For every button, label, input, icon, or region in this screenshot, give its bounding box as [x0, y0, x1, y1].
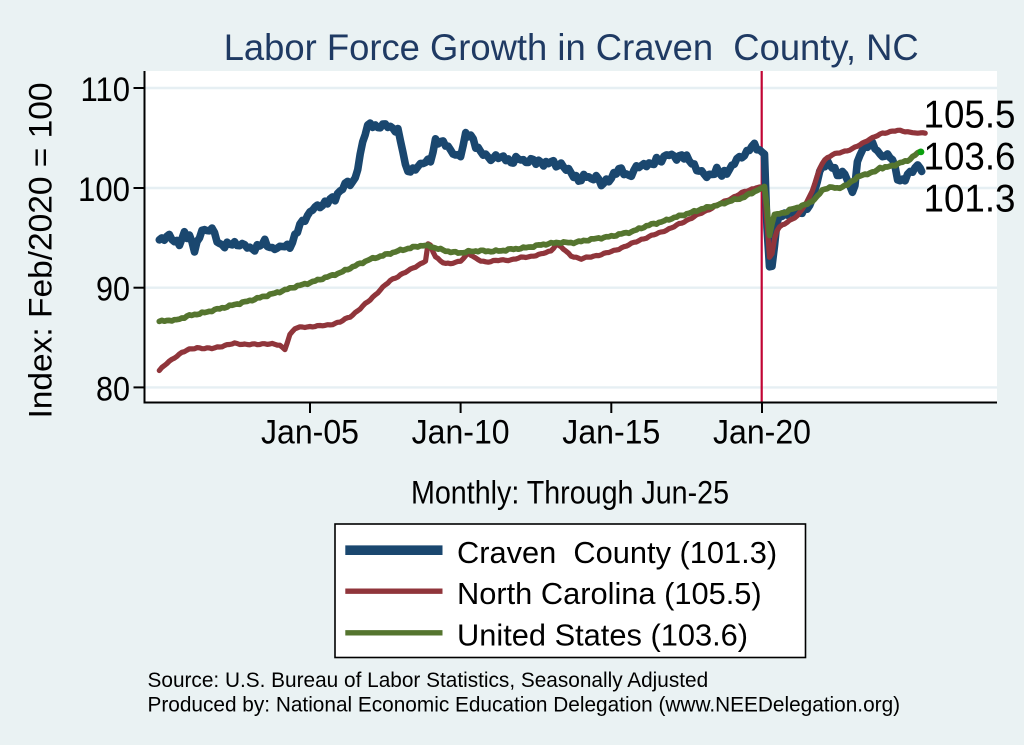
- svg-text:Monthly: Through Jun-25: Monthly: Through Jun-25: [411, 475, 729, 511]
- svg-text:Jan-05: Jan-05: [261, 414, 359, 452]
- svg-text:United States (103.6): United States (103.6): [457, 617, 748, 652]
- svg-text:103.6: 103.6: [924, 136, 1016, 179]
- svg-text:80: 80: [96, 370, 130, 408]
- svg-text:Labor Force Growth in Craven: Labor Force Growth in Craven County, NC: [224, 27, 919, 68]
- svg-text:90: 90: [96, 271, 130, 309]
- svg-text:100: 100: [78, 171, 130, 209]
- svg-text:Source: U.S. Bureau of Labor S: Source: U.S. Bureau of Labor Statistics,…: [148, 669, 709, 692]
- svg-text:Jan-20: Jan-20: [713, 414, 811, 452]
- svg-text:Index: Feb/2020 = 100: Index: Feb/2020 = 100: [23, 83, 59, 419]
- svg-text:Produced by: National Economic: Produced by: National Economic Education…: [148, 693, 901, 716]
- svg-text:Craven County (101.3): Craven County (101.3): [457, 535, 777, 570]
- svg-text:101.3: 101.3: [924, 178, 1016, 221]
- svg-text:Jan-10: Jan-10: [412, 414, 510, 452]
- svg-text:Jan-15: Jan-15: [562, 414, 660, 452]
- svg-text:110: 110: [81, 71, 131, 109]
- svg-text:North Carolina (105.5): North Carolina (105.5): [457, 576, 762, 611]
- svg-text:105.5: 105.5: [924, 94, 1016, 137]
